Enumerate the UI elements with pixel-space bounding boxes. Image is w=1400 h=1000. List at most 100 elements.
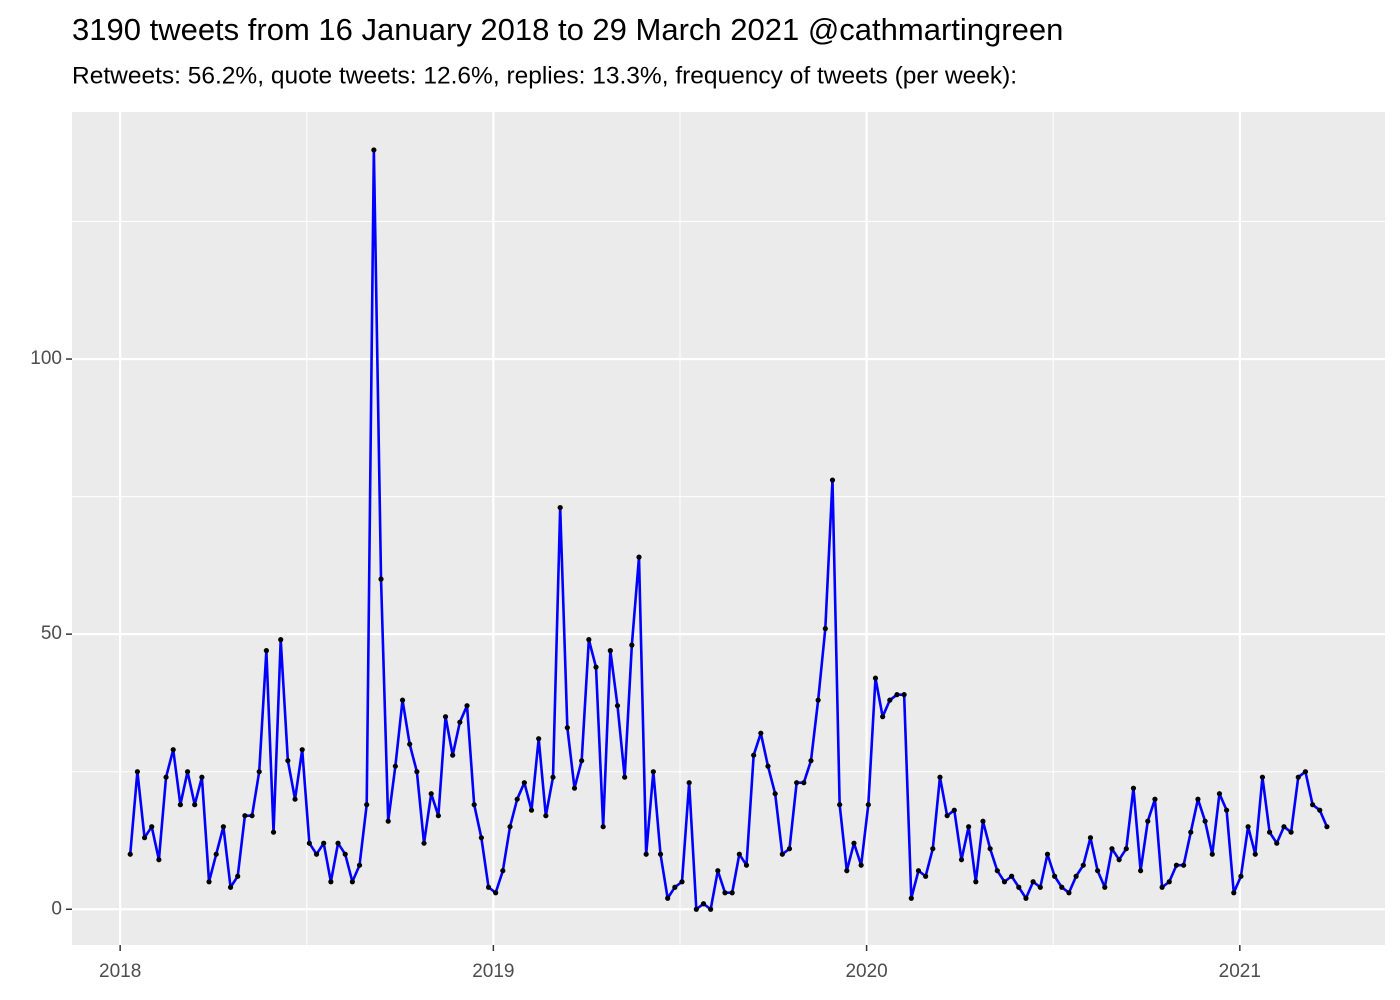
data-point: [923, 873, 929, 879]
data-point: [665, 895, 671, 901]
data-point: [600, 824, 606, 830]
data-point: [715, 868, 721, 874]
data-point: [786, 846, 793, 852]
data-point: [1023, 895, 1029, 901]
data-point: [471, 802, 477, 808]
data-point: [829, 477, 836, 483]
data-point: [1044, 851, 1051, 857]
data-point: [227, 884, 234, 890]
data-point: [693, 906, 699, 912]
data-point: [973, 879, 979, 885]
data-point: [321, 840, 327, 846]
data-point: [1173, 862, 1180, 868]
data-point: [1095, 868, 1101, 874]
data-point: [1152, 796, 1158, 802]
data-point: [937, 774, 943, 780]
data-point: [994, 868, 1000, 874]
data-point: [328, 879, 334, 885]
data-point: [206, 879, 212, 885]
plot-panel: [72, 112, 1385, 945]
data-point: [679, 879, 685, 885]
y-tick-label: 100: [30, 348, 62, 369]
data-point: [356, 862, 363, 868]
data-point: [528, 807, 535, 813]
data-point: [521, 780, 527, 786]
data-point: [822, 626, 828, 632]
data-point: [1059, 884, 1065, 890]
data-point: [177, 802, 183, 808]
data-point: [457, 719, 463, 725]
data-point: [392, 763, 398, 769]
data-point: [1238, 873, 1244, 879]
data-point: [156, 857, 162, 863]
data-point: [1066, 890, 1072, 896]
data-point: [586, 637, 592, 643]
data-point: [385, 818, 391, 824]
data-point: [1052, 873, 1058, 879]
data-point: [779, 851, 785, 857]
data-point: [242, 813, 248, 819]
data-point: [163, 774, 169, 780]
data-point: [378, 576, 384, 582]
data-point: [407, 741, 413, 747]
data-point: [1138, 868, 1144, 874]
data-point: [500, 868, 506, 874]
data-point: [364, 802, 370, 808]
data-point: [292, 796, 298, 802]
data-point: [442, 714, 449, 720]
data-point: [1195, 796, 1201, 802]
data-point: [837, 802, 843, 808]
data-point: [1159, 884, 1165, 890]
data-point: [1324, 824, 1330, 830]
data-point: [579, 758, 585, 764]
data-point: [844, 868, 850, 874]
data-point: [507, 824, 513, 830]
data-point: [199, 774, 205, 780]
data-point: [349, 879, 355, 885]
data-point: [235, 873, 241, 879]
data-point: [220, 824, 226, 830]
data-point: [249, 813, 255, 819]
data-point: [880, 714, 886, 720]
data-point: [858, 862, 864, 868]
data-point: [1166, 879, 1172, 885]
data-point: [478, 835, 484, 841]
data-point: [901, 692, 907, 698]
data-point: [607, 648, 613, 654]
chart-subtitle: Retweets: 56.2%, quote tweets: 12.6%, re…: [72, 62, 1017, 89]
data-point: [550, 774, 556, 780]
data-point: [672, 884, 678, 890]
data-point: [1188, 829, 1194, 835]
data-point: [1123, 846, 1129, 852]
y-tick-label: 50: [41, 623, 62, 644]
data-point: [1295, 774, 1301, 780]
data-point: [1281, 824, 1287, 830]
data-point: [485, 884, 492, 890]
data-point: [1073, 873, 1079, 879]
data-point: [765, 763, 771, 769]
data-point: [966, 824, 972, 830]
data-point: [278, 637, 284, 643]
data-point: [1145, 818, 1151, 824]
data-point: [636, 554, 642, 560]
data-point: [700, 901, 707, 907]
data-point: [1030, 879, 1036, 885]
data-point: [414, 769, 420, 775]
data-point: [980, 818, 986, 824]
data-point: [758, 730, 764, 736]
data-point: [729, 890, 735, 896]
data-point: [801, 780, 807, 786]
data-point: [1266, 829, 1273, 835]
data-point: [1274, 840, 1280, 846]
data-point: [428, 791, 434, 797]
data-point: [1231, 890, 1237, 896]
data-point: [1009, 873, 1015, 879]
data-point: [421, 840, 427, 846]
data-point: [1309, 802, 1316, 808]
data-point: [184, 769, 191, 775]
data-point: [450, 752, 456, 758]
data-point: [1116, 857, 1122, 863]
data-point: [894, 692, 900, 698]
data-point: [127, 851, 133, 857]
